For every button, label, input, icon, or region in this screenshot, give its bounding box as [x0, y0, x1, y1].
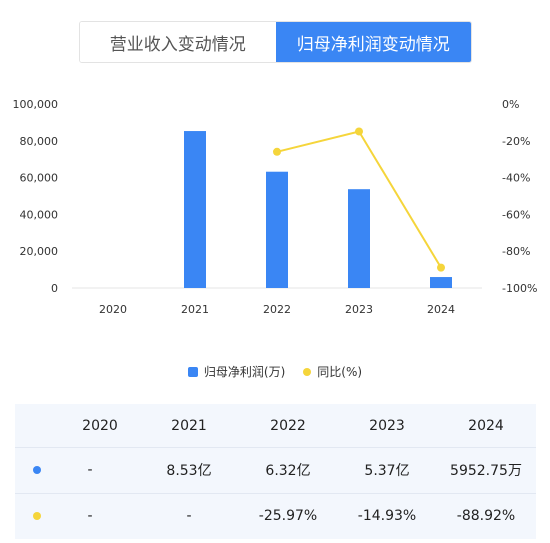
x-tick-label: 2024: [427, 303, 455, 316]
table-header-row: 2020 2021 2022 2023 2024: [15, 404, 536, 447]
tab-net-profit-change[interactable]: 归母净利润变动情况: [275, 22, 471, 62]
y-right-tick-label: 0%: [502, 98, 519, 111]
line-legend-swatch: [303, 367, 312, 376]
y-left-tick-label: 100,000: [13, 98, 59, 111]
table-cell: -88.92%: [456, 507, 516, 524]
table-cell: 8.53亿: [166, 462, 212, 479]
bar-legend-swatch: [187, 366, 198, 377]
table-cell: -: [186, 507, 192, 524]
y-right-tick-label: -40%: [502, 172, 530, 185]
tab-revenue-change[interactable]: 营业收入变动情况: [80, 22, 276, 62]
table-divider: [15, 447, 536, 448]
bar-2024: [430, 277, 452, 288]
yoy-point: [273, 147, 281, 156]
table-cell: -14.93%: [357, 507, 417, 524]
legend-label-net-profit: 归母净利润(万): [203, 365, 286, 379]
bar-series-marker: [31, 462, 43, 478]
table-header-cell: 2020: [82, 417, 118, 434]
chart-legend: 归母净利润(万) 同比(%): [0, 363, 550, 380]
legend-label-yoy: 同比(%): [317, 365, 363, 379]
legend-item-yoy[interactable]: 同比(%): [303, 363, 362, 380]
x-tick-label: 2022: [263, 303, 291, 316]
y-left-tick-label: 0: [51, 282, 58, 295]
table-cell: 5.37亿: [364, 462, 410, 479]
bar-2022: [266, 171, 288, 288]
bar-2021: [184, 131, 206, 288]
y-right-tick-label: -60%: [502, 208, 530, 221]
y-right-tick-label: -20%: [502, 135, 530, 148]
table-row: - - -25.97% -14.93% -88.92%: [15, 494, 536, 537]
y-left-tick-label: 40,000: [20, 208, 59, 221]
table-cell: 5952.75万: [450, 462, 522, 479]
table-cell: -25.97%: [258, 507, 318, 524]
table-header-cell: 2023: [369, 417, 405, 434]
bar-2023: [348, 189, 370, 288]
y-left-tick-label: 80,000: [20, 135, 59, 148]
table-divider: [15, 493, 536, 494]
x-tick-label: 2023: [345, 303, 373, 316]
tab-bar: 营业收入变动情况 归母净利润变动情况: [79, 21, 472, 63]
table-cell: -: [87, 461, 93, 478]
table-row: - 8.53亿 6.32亿 5.37亿 5952.75万: [15, 448, 536, 491]
table-header-cell: 2022: [270, 417, 306, 434]
net-profit-chart: 100,000 80,000 60,000 40,000 20,000 0 0% -20% -4…: [13, 98, 538, 316]
y-left-tick-label: 60,000: [20, 172, 59, 185]
table-header-cell: 2024: [468, 417, 504, 434]
yoy-point: [355, 127, 363, 136]
legend-item-net-profit[interactable]: 归母净利润(万): [187, 363, 286, 380]
line-series-marker: [31, 508, 43, 524]
table-cell: -: [87, 507, 93, 524]
y-right-tick-label: -100%: [502, 282, 537, 295]
x-tick-label: 2021: [181, 303, 209, 316]
x-tick-label: 2020: [99, 303, 127, 316]
y-right-tick-label: -80%: [502, 245, 530, 258]
yoy-point: [437, 263, 445, 272]
table-cell: 6.32亿: [265, 462, 311, 479]
data-table: 2020 2021 2022 2023 2024 - 8.53亿 6.32亿 5…: [15, 404, 536, 539]
y-left-tick-label: 20,000: [20, 245, 59, 258]
table-header-cell: 2021: [171, 417, 207, 434]
